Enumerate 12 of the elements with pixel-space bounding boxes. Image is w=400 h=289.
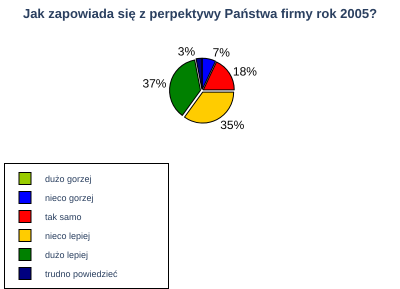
legend-label: dużo lepiej	[45, 250, 88, 260]
legend-label: dużo gorzej	[45, 174, 92, 184]
chart-title: Jak zapowiada się z perpektywy Państwa firmy rok 2005?	[22, 6, 378, 21]
data-label: 37%	[142, 76, 167, 90]
legend-label: nieco gorzej	[45, 193, 94, 204]
data-label: 7%	[212, 45, 230, 60]
legend-label: trudno powiedzieć	[45, 269, 118, 280]
legend-label: nieco lepiej	[45, 231, 90, 242]
data-label: 18%	[232, 64, 258, 78]
legend-label: tak samo	[45, 212, 82, 222]
data-label: 3%	[178, 44, 196, 58]
data-label: 35%	[220, 118, 245, 132]
